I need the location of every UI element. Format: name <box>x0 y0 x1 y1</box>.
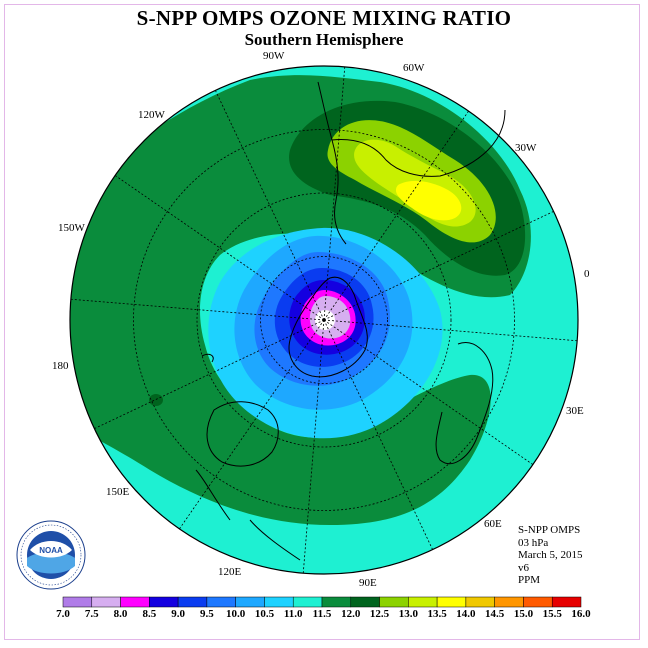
colorbar-tick-label: 7.0 <box>56 608 70 620</box>
colorbar-tick-label: 13.0 <box>398 608 418 620</box>
latitude-circle <box>196 192 452 448</box>
colorbar-tick-label: 12.5 <box>369 608 390 620</box>
coast-africa <box>435 342 494 465</box>
colorbar-tick-label: 9.5 <box>200 608 214 620</box>
colorbar-tick-label: 11.5 <box>312 608 332 620</box>
info-date: March 5, 2015 <box>518 549 583 561</box>
coast-australia <box>206 401 279 467</box>
lon-label-0: 0 <box>584 268 590 280</box>
field-spot <box>149 394 163 406</box>
map-subtitle: Southern Hemisphere <box>244 30 404 49</box>
coast-islands <box>195 353 301 561</box>
colorbar-tick-label: 13.5 <box>427 608 447 620</box>
colorbar-swatch <box>91 596 121 608</box>
info-block: S-NPP OMPS 03 hPa March 5, 2015 v6 PPM <box>518 524 582 587</box>
info-version: v6 <box>518 561 529 574</box>
colorbar-swatch <box>235 596 265 608</box>
coast-antarctica <box>288 276 368 378</box>
colorbar-tick-label: 9.0 <box>171 608 185 620</box>
colorbar-swatch <box>523 596 553 608</box>
colorbar-tick-label: 8.5 <box>142 608 157 620</box>
lon-label-60w: 60W <box>403 62 425 74</box>
colorbar-swatch <box>436 596 467 608</box>
colorbar-tick-label: 10.0 <box>226 608 246 620</box>
colorbar-swatch <box>177 596 208 608</box>
colorbar-swatch <box>206 596 236 608</box>
lon-label-150w: 150W <box>58 222 85 234</box>
coastlines <box>195 81 506 561</box>
colorbar-tick-label: 11.0 <box>283 608 303 620</box>
colorbar-swatch <box>62 596 93 608</box>
info-units: PPM <box>518 574 541 586</box>
colorbar-swatch <box>149 596 179 608</box>
lon-label-120w: 120W <box>138 109 165 121</box>
graticule <box>70 66 578 574</box>
colorbar-tick-label: 12.0 <box>341 608 361 620</box>
colorbar-swatch <box>494 596 524 608</box>
latitude-circle <box>260 256 388 384</box>
ozone-field <box>70 66 578 574</box>
latitude-circle <box>133 129 515 511</box>
colorbar-swatch <box>379 596 409 608</box>
lon-label-150e: 150E <box>106 486 130 498</box>
noaa-logo-icon: NOAA <box>16 520 86 590</box>
colorbar-swatch <box>292 596 323 608</box>
colorbar-swatch <box>350 596 380 608</box>
lon-label-30e: 30E <box>566 405 584 417</box>
figure-frame <box>4 4 640 640</box>
colorbar-tick-label: 15.0 <box>513 608 534 620</box>
colorbar-swatch <box>551 596 582 608</box>
colorbar <box>62 596 582 608</box>
lon-label-90w: 90W <box>263 50 285 62</box>
colorbar-tick-label: 14.0 <box>456 608 476 620</box>
noaa-logo-text: NOAA <box>39 546 63 555</box>
colorbar-tick-label: 10.5 <box>254 608 275 620</box>
field-band-13-5 <box>395 180 462 221</box>
colorbar-tick-label: 16.0 <box>571 608 591 620</box>
colorbar-swatch <box>408 596 438 608</box>
lon-label-30w: 30W <box>515 142 537 154</box>
colorbar-tick-label: 14.5 <box>485 608 505 620</box>
colorbar-swatch <box>465 596 495 608</box>
map-boundary <box>69 65 579 575</box>
info-level: 03 hPa <box>518 536 549 549</box>
lon-label-180: 180 <box>52 360 69 372</box>
colorbar-tick-label: 15.5 <box>542 608 562 620</box>
lon-label-120e: 120E <box>218 566 242 578</box>
colorbar-tick-label: 7.5 <box>84 608 99 620</box>
lon-label-90e: 90E <box>359 577 377 589</box>
colorbar-swatch <box>264 596 294 608</box>
colorbar-swatch <box>321 596 352 608</box>
map-title: S-NPP OMPS OZONE MIXING RATIO <box>136 6 512 30</box>
info-instrument: S-NPP OMPS <box>518 524 581 536</box>
coast-south-america <box>317 81 506 245</box>
lon-label-60e: 60E <box>484 518 502 530</box>
colorbar-tick-label: 8.0 <box>113 608 128 620</box>
colorbar-swatch <box>120 596 150 608</box>
